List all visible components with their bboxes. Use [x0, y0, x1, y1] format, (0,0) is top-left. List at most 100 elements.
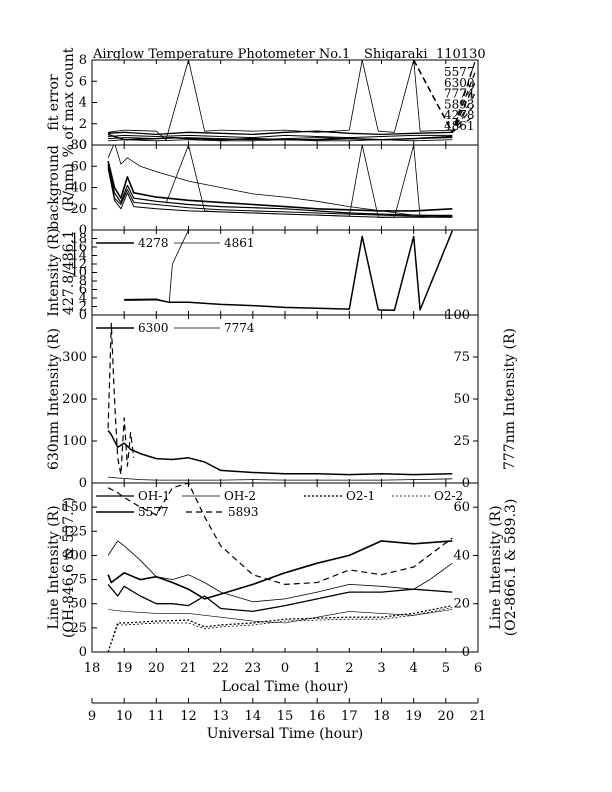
x-tick-label-universal: 13 — [212, 709, 229, 724]
series-group — [107, 322, 453, 481]
y-axis-title: (OH-846.6 & 557.7) — [61, 497, 77, 638]
y-axis-title: background — [46, 145, 62, 230]
series-line-extra — [107, 322, 135, 476]
series-group — [107, 145, 453, 218]
series-line-4861 — [413, 60, 476, 133]
series-line-5893 — [107, 483, 453, 586]
panel-frame — [91, 314, 479, 484]
y-tick-label: 12 — [70, 257, 87, 272]
y-tick-label: 10 — [70, 266, 87, 281]
x-tick-label-local: 2 — [345, 661, 353, 676]
x-tick-label-universal: 11 — [148, 709, 165, 724]
y-right-tick-label: 0 — [462, 645, 470, 660]
x-tick-label-local: 6 — [474, 661, 482, 676]
series-line-O2-1 — [107, 604, 453, 652]
y-axis-title: % of max count — [61, 47, 77, 157]
series-line-OH-2 — [107, 540, 453, 603]
series-line-4861 — [124, 230, 189, 303]
legend-line-intensities: OH-1 OH-2 O2-1 O2-2 5577 5893 — [96, 489, 463, 519]
legend-label-5893: 5893 — [444, 97, 475, 111]
y-tick-label: 25 — [70, 621, 87, 636]
y-right-axis-title: (O2-866.1 & 589.3) — [503, 499, 519, 637]
legend-label-4278: 4278 — [444, 108, 475, 122]
x-tick-label-universal: 20 — [438, 709, 455, 724]
x-tick-label-local: 1 — [313, 661, 321, 676]
legend-label-4278: 4278 — [138, 236, 169, 250]
x-tick-label-universal: 12 — [180, 709, 197, 724]
x-tick-label-universal: 21 — [470, 709, 487, 724]
x-tick-label-universal: 17 — [341, 709, 358, 724]
legend-label-O2-2: O2-2 — [434, 489, 463, 503]
y-tick-label: 2 — [79, 117, 87, 132]
x-tick-label-universal: 19 — [405, 709, 422, 724]
y-tick-label: 14 — [70, 249, 87, 264]
y-tick-label: 8 — [79, 274, 87, 289]
x-tick-label-universal: 9 — [88, 709, 96, 724]
legend-label-OH-1: OH-1 — [138, 489, 170, 503]
x-tick-label-local: 4 — [410, 661, 418, 676]
series-line-4278 — [165, 145, 453, 218]
x-tick-label-local: 22 — [212, 661, 229, 676]
x-tick-label-universal: 10 — [116, 709, 133, 724]
legend-label-5893: 5893 — [228, 505, 259, 519]
x-axis-title-local: Local Time (hour) — [222, 679, 349, 695]
y-tick-label: 4 — [79, 291, 87, 306]
legend-red-lines: 6300 7774 — [96, 321, 255, 335]
y-tick-label: 20 — [70, 202, 87, 217]
panel-background: 0 20 40 60 80 background (R/nm) — [46, 138, 479, 238]
y-tick-label: 18 — [70, 232, 87, 247]
y-tick-label: 0 — [79, 645, 87, 660]
legend-label-7774: 7774 — [224, 321, 255, 335]
series-line-4278 — [108, 60, 453, 141]
x-tick-label-local: 20 — [148, 661, 165, 676]
series-line-7774 — [108, 134, 453, 139]
y-tick-label: 4 — [79, 96, 87, 111]
series-line-OH-1 — [107, 583, 453, 613]
y-tick-label: 100 — [62, 434, 87, 449]
series-line-4861 — [108, 139, 453, 142]
y-axis-title: Intensity (R) — [46, 228, 62, 317]
legend-label-5577: 5577 — [444, 65, 475, 79]
y-right-tick-label: 40 — [453, 548, 470, 563]
y-right-tick-label: 75 — [453, 350, 470, 365]
x-tick-label-universal: 14 — [245, 709, 262, 724]
series-line-D — [107, 164, 453, 218]
panel-fit-error: 0 2 4 6 8 fit error% of max count 557763007774… — [46, 47, 479, 157]
y-right-axis-title: Line Intensity (R) — [488, 505, 504, 629]
series-line-A — [107, 145, 453, 216]
series-line-thin-extra — [108, 609, 453, 624]
y-tick-label: 6 — [79, 283, 87, 298]
legend-label-7774: 7774 — [444, 87, 475, 101]
chart-date-text: 110130 — [436, 47, 486, 62]
y-axis-title: 427.8/486.1 — [61, 230, 77, 315]
legend-blue-lines: 4278 4861 — [96, 236, 255, 250]
series-line-6300 — [108, 130, 453, 136]
y-axis-title: Line Intensity (R) — [46, 505, 62, 629]
y-axis-title: 630nm Intensity (R) — [46, 328, 62, 470]
series-line-O2-2 — [107, 607, 453, 652]
y-tick-label: 0 — [79, 138, 87, 153]
y-right-tick-label: 60 — [453, 500, 470, 515]
panel-line-intensities: 0 25 50 75 100 125 150 0 20 40 60 Line Intensity (R… — [46, 482, 519, 660]
y-right-tick-label: 20 — [453, 597, 470, 612]
y-right-tick-label: 100 — [445, 308, 470, 323]
y-right-tick-label: 25 — [453, 434, 470, 449]
y-tick-label: 16 — [70, 240, 87, 255]
y-tick-label: 50 — [70, 597, 87, 612]
x-tick-label-universal: 18 — [373, 709, 390, 724]
y-tick-label: 0 — [79, 476, 87, 491]
y-right-tick-label: 50 — [453, 392, 470, 407]
x-tick-label-local: 19 — [116, 661, 133, 676]
legend-label-6300: 6300 — [444, 76, 475, 90]
y-tick-label: 60 — [70, 159, 87, 174]
legend-label-6300: 6300 — [138, 321, 169, 335]
y-tick-label: 200 — [62, 392, 87, 407]
series-line-4278 — [124, 230, 453, 312]
x-tick-label-local: 23 — [245, 661, 262, 676]
series-line-B — [107, 160, 453, 212]
x-tick-label-local: 21 — [180, 661, 197, 676]
